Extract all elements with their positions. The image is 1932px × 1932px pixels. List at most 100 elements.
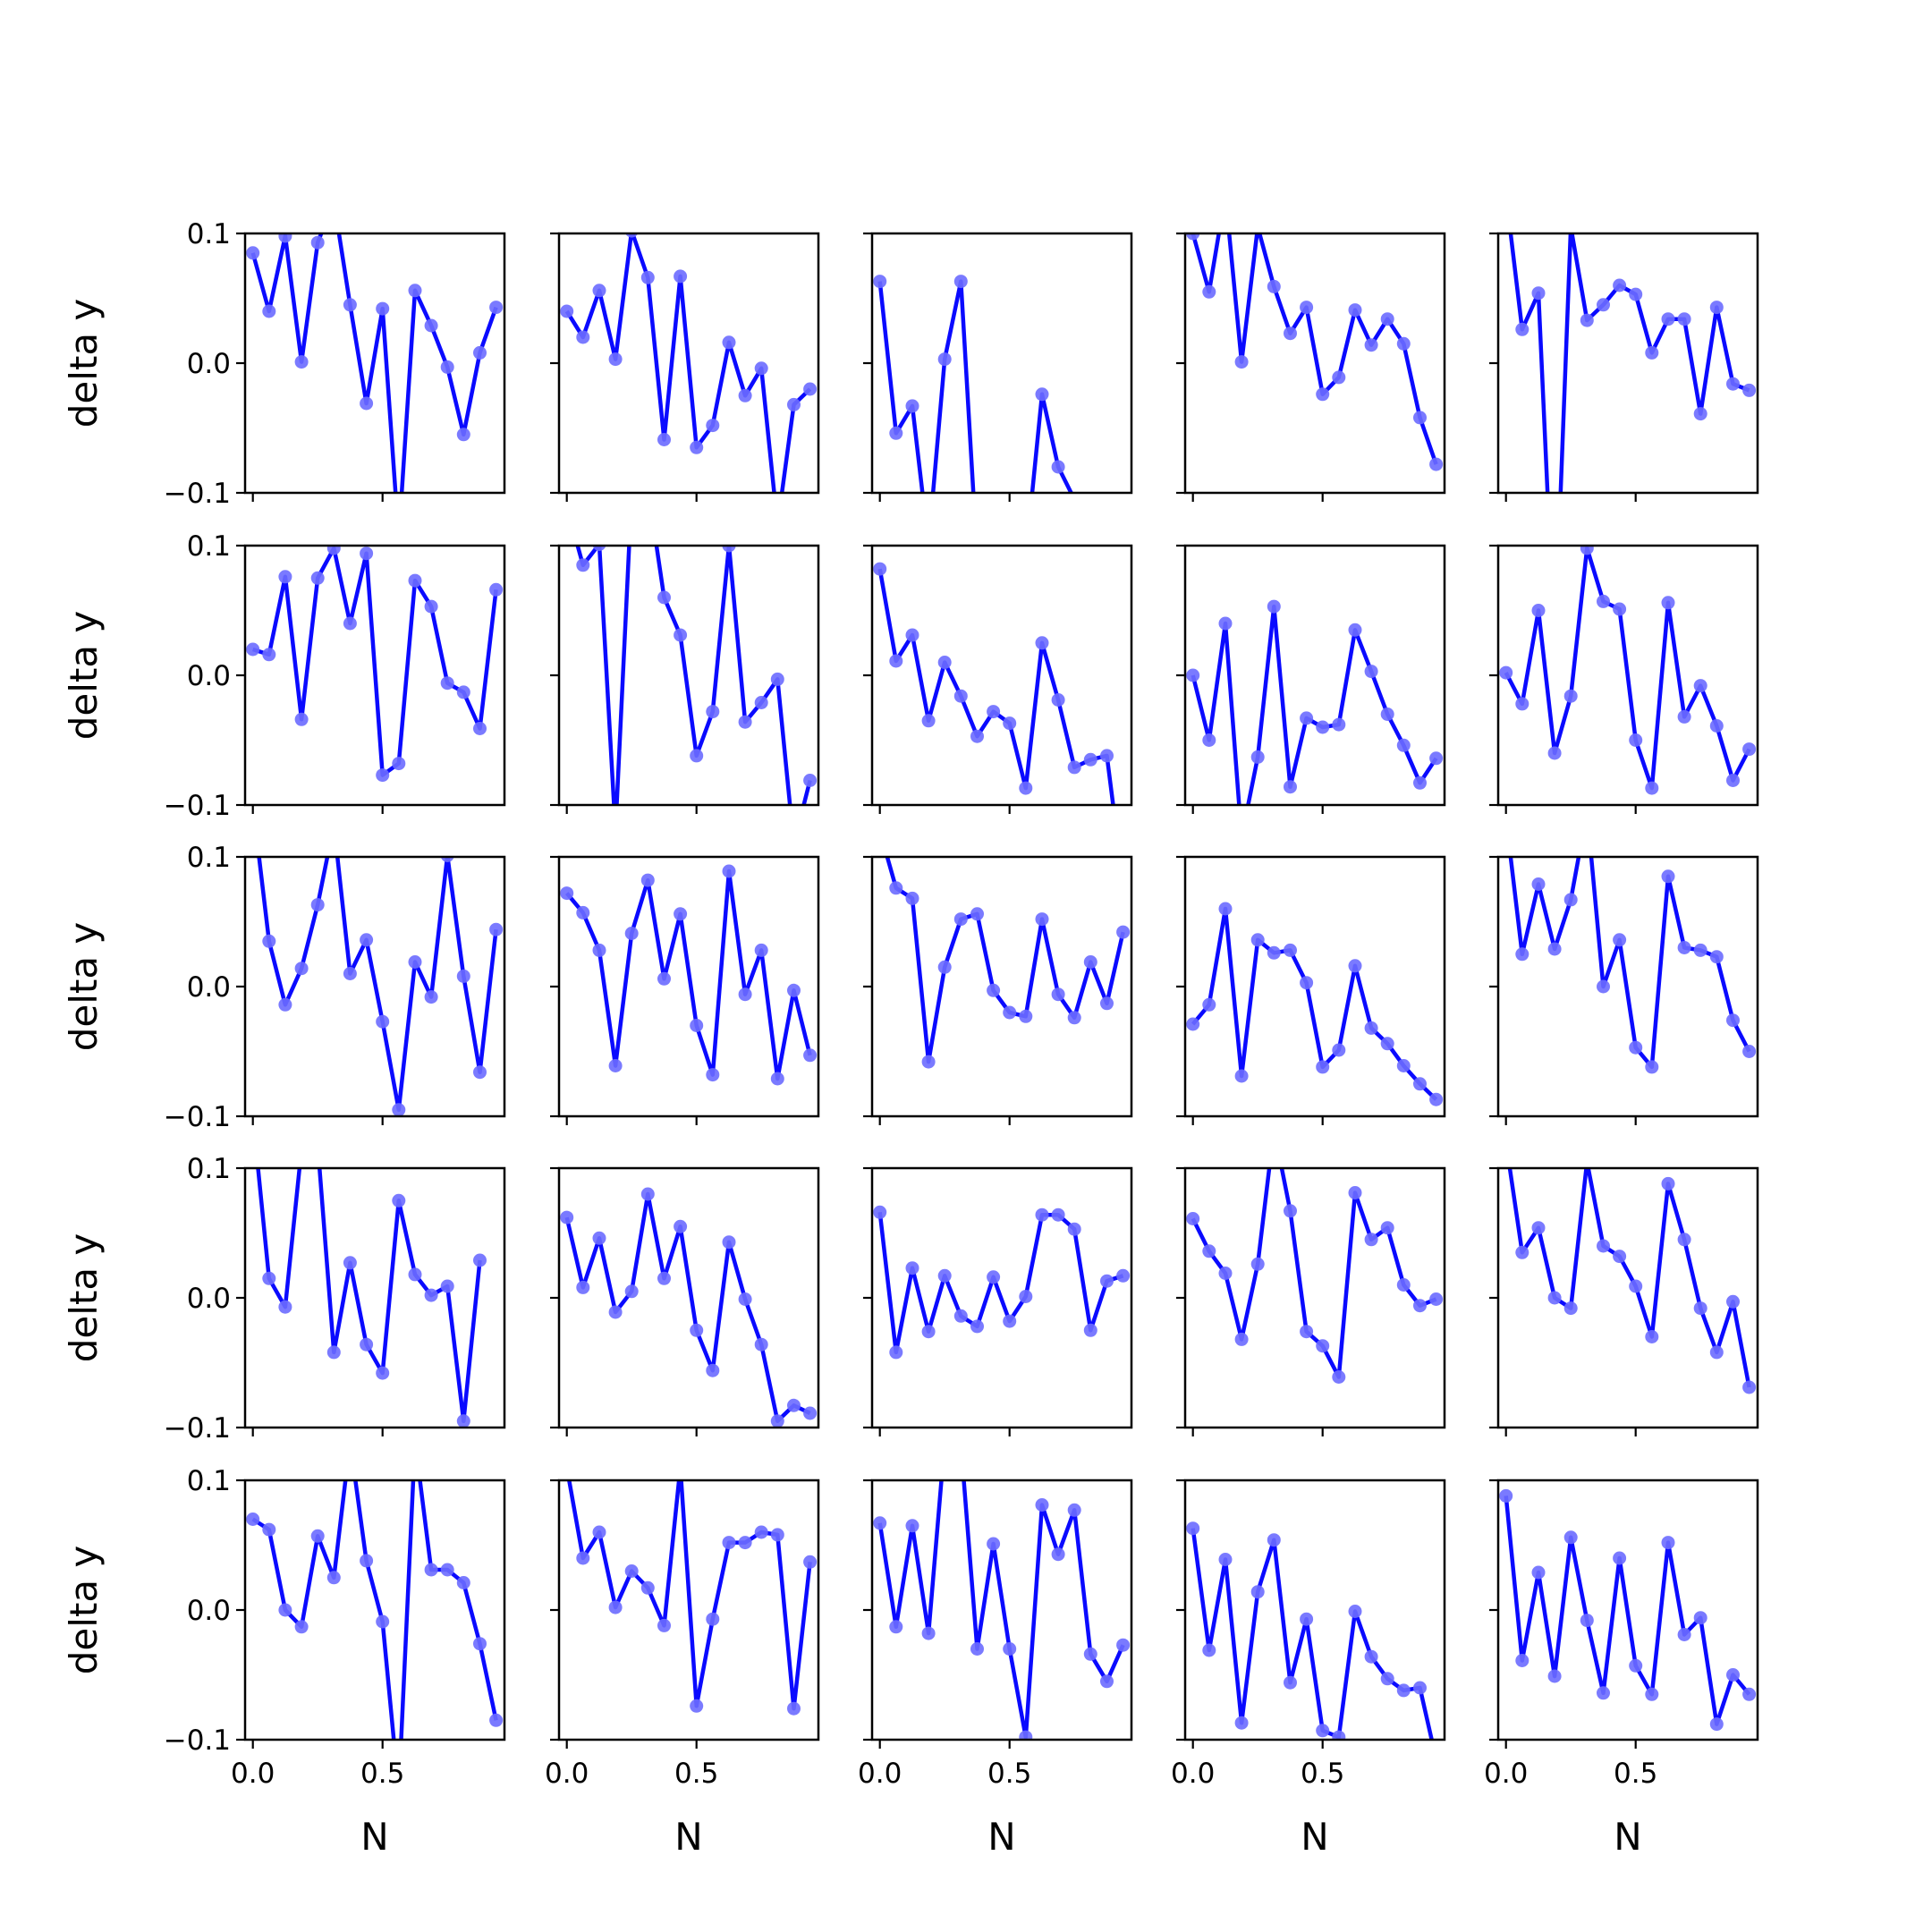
data-point xyxy=(1597,298,1610,312)
data-point xyxy=(262,304,276,318)
data-point xyxy=(1051,987,1065,1002)
data-point xyxy=(953,1309,968,1323)
data-point xyxy=(1563,893,1578,907)
panel-r3-c0 xyxy=(236,1166,506,1436)
data-point xyxy=(1100,1274,1114,1288)
data-point xyxy=(1235,831,1249,844)
data-point xyxy=(1531,1565,1546,1580)
data-point xyxy=(440,1563,454,1577)
data-point xyxy=(278,1300,292,1314)
data-point xyxy=(1597,1686,1610,1700)
series-line xyxy=(877,1480,1125,1740)
data-point xyxy=(1116,590,1130,604)
data-point xyxy=(1499,188,1513,201)
data-point xyxy=(674,1461,687,1474)
data-point xyxy=(1413,1077,1427,1091)
panel-r0-c4 xyxy=(1489,188,1759,502)
series-line xyxy=(1508,233,1750,493)
data-point xyxy=(326,1571,341,1585)
data-point xyxy=(360,933,374,947)
data-point xyxy=(1234,1716,1249,1730)
data-point xyxy=(1364,665,1378,679)
data-point xyxy=(1499,665,1513,680)
panel-frame xyxy=(870,232,1133,495)
data-point xyxy=(1613,933,1627,947)
data-point xyxy=(624,1284,639,1299)
data-point xyxy=(1563,689,1578,703)
data-point xyxy=(738,1536,752,1550)
data-point xyxy=(738,388,752,402)
series-group xyxy=(560,864,818,1086)
data-point xyxy=(392,1103,406,1116)
data-point xyxy=(310,898,325,912)
data-point xyxy=(246,1513,260,1526)
data-point xyxy=(1380,708,1394,721)
data-point xyxy=(1629,1279,1643,1293)
data-point xyxy=(576,558,590,572)
x-axis-label: N xyxy=(1301,1815,1328,1859)
data-point xyxy=(987,983,1001,997)
y-tick-label: 0.0 xyxy=(187,660,231,692)
data-point xyxy=(921,1626,936,1640)
data-point xyxy=(657,1618,671,1632)
data-point xyxy=(738,715,752,729)
data-point xyxy=(360,396,374,411)
data-point xyxy=(1019,1009,1033,1023)
data-point xyxy=(787,837,801,851)
data-point xyxy=(1661,312,1675,326)
data-point xyxy=(787,983,801,997)
data-point xyxy=(1580,313,1594,327)
data-point xyxy=(889,426,903,440)
data-point xyxy=(1580,1614,1594,1628)
panel-r0-c3 xyxy=(1176,232,1446,502)
x-tick-label: 0.5 xyxy=(360,1758,404,1790)
data-point xyxy=(489,301,504,315)
data-point xyxy=(657,1271,671,1285)
data-point xyxy=(376,768,390,783)
data-point xyxy=(624,1564,639,1578)
data-point xyxy=(1202,284,1216,299)
data-point xyxy=(1035,912,1049,927)
panel-r2-c3 xyxy=(1176,855,1446,1125)
data-point xyxy=(738,987,752,1002)
data-point xyxy=(440,1279,454,1293)
data-point xyxy=(1202,733,1216,747)
data-point xyxy=(674,269,688,284)
x-tick-label: 0.5 xyxy=(1614,1758,1657,1790)
data-point xyxy=(608,1600,623,1614)
data-point xyxy=(1677,709,1691,724)
data-point xyxy=(921,1055,936,1069)
data-point xyxy=(722,1536,736,1550)
data-point xyxy=(1035,387,1049,402)
data-point xyxy=(754,1525,768,1539)
series-group xyxy=(1186,1521,1434,1740)
data-point xyxy=(262,1271,276,1285)
y-tick-label: 0.1 xyxy=(187,530,231,563)
data-point xyxy=(1547,1291,1562,1305)
series-group xyxy=(1508,857,1757,1074)
data-point xyxy=(787,1398,801,1412)
data-point xyxy=(1348,1605,1362,1618)
x-axis-label: N xyxy=(674,1815,702,1859)
data-point xyxy=(722,335,736,350)
panel-r2-c0 xyxy=(236,855,506,1125)
data-point xyxy=(873,1516,887,1530)
data-point xyxy=(905,1261,919,1275)
data-point xyxy=(392,1193,406,1208)
series-line xyxy=(564,233,812,493)
series-line xyxy=(567,1480,812,1711)
data-point xyxy=(1019,1290,1033,1303)
data-point xyxy=(803,1048,818,1063)
series-group xyxy=(1507,1168,1757,1394)
data-point xyxy=(1677,941,1691,954)
data-point xyxy=(576,905,590,919)
data-point xyxy=(640,270,655,284)
data-point xyxy=(1051,460,1065,474)
data-point xyxy=(376,1366,390,1380)
data-point xyxy=(376,1014,390,1029)
data-point xyxy=(408,284,422,298)
series-group xyxy=(873,562,1115,805)
data-point xyxy=(1629,1040,1643,1055)
data-point xyxy=(1019,1730,1033,1740)
